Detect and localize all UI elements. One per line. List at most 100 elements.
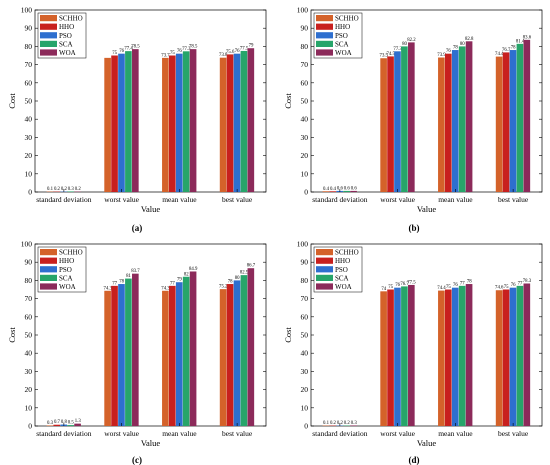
bar-schho — [219, 57, 227, 193]
legend-swatch-pso — [40, 266, 57, 273]
data-label: 80 — [235, 276, 240, 281]
y-tick-label: 30 — [25, 367, 33, 376]
bar-schho — [380, 58, 387, 193]
x-category-label: standard deviation — [36, 195, 91, 204]
legend-label: HHO — [59, 23, 74, 31]
panel-caption: (a) — [132, 223, 143, 233]
x-category-label: standard deviation — [312, 429, 367, 438]
bar-schho — [438, 57, 445, 192]
bar-sca — [401, 46, 408, 193]
x-category-label: worst value — [104, 195, 139, 204]
y-axis-title: Cost — [283, 327, 293, 343]
y-axis-title: Cost — [7, 327, 17, 343]
bar-hho — [387, 56, 394, 192]
y-tick-label: 100 — [21, 240, 33, 249]
bar-pso — [175, 282, 183, 426]
legend-swatch-woa — [40, 283, 57, 290]
bar-pso — [451, 287, 459, 426]
data-label: 78 — [453, 46, 458, 51]
bar-sca — [125, 278, 132, 426]
y-tick-label: 70 — [25, 60, 33, 69]
y-tick-label: 20 — [301, 385, 309, 394]
y-tick-label: 70 — [25, 294, 33, 303]
data-label: 82.2 — [407, 38, 416, 43]
data-label: 76 — [119, 49, 124, 54]
y-tick-label: 10 — [25, 169, 33, 178]
bar-woa — [350, 425, 357, 426]
y-tick-label: 90 — [25, 24, 33, 33]
y-tick-label: 100 — [21, 6, 33, 15]
legend-swatch-hho — [40, 23, 57, 30]
x-category-label: standard deviation — [36, 429, 91, 438]
bar-schho — [495, 290, 503, 426]
data-label: 0.3 — [351, 421, 358, 426]
legend-swatch-woa — [316, 49, 333, 56]
data-label: 83.7 — [131, 269, 140, 274]
y-tick-label: 60 — [301, 78, 309, 87]
data-label: 73.5 — [380, 54, 389, 59]
x-category-label: best value — [222, 195, 253, 204]
bar-schho — [104, 290, 111, 426]
bar-sca — [240, 275, 248, 426]
y-tick-label: 50 — [301, 331, 309, 340]
chart-panel-3: 0 10 20 30 40 50 60 70 80 90 100 0.3 0.7 0.8 0.5 1.3 sta… — [7, 240, 267, 465]
x-axis-title: Value — [417, 438, 437, 448]
bar-sca — [401, 286, 408, 426]
data-label: 77.3 — [182, 47, 191, 52]
data-label: 0.3 — [68, 187, 75, 192]
y-tick-label: 20 — [301, 151, 309, 160]
legend-swatch-hho — [40, 257, 57, 264]
data-label: 84.9 — [189, 267, 198, 272]
legend-label: SCHHO — [59, 249, 83, 257]
y-tick-label: 30 — [301, 133, 309, 142]
legend-label: PSO — [335, 266, 348, 274]
bar-schho — [46, 425, 54, 426]
data-label: 79 — [177, 278, 182, 283]
data-label: 78.3 — [523, 279, 532, 284]
legend-label: WOA — [335, 283, 352, 291]
y-tick-label: 30 — [301, 367, 309, 376]
data-label: 74 — [381, 287, 386, 292]
data-label: 74.3 — [104, 286, 113, 291]
y-tick-label: 60 — [301, 312, 309, 321]
bar-schho — [219, 289, 227, 426]
y-tick-label: 80 — [301, 276, 309, 285]
bar-hho — [444, 53, 452, 193]
bar-schho — [104, 57, 111, 193]
data-label: 73.8 — [219, 53, 228, 58]
data-label: 76 — [235, 49, 240, 54]
bar-pso — [509, 287, 517, 426]
bar-schho — [162, 290, 169, 426]
data-label: 78 — [467, 280, 472, 285]
data-label: 0.4 — [330, 187, 337, 192]
y-tick-label: 80 — [25, 276, 33, 285]
bar-woa — [74, 423, 81, 426]
data-label: 77.4 — [124, 47, 133, 52]
legend-swatch-schho — [40, 249, 57, 256]
data-label: 75.2 — [219, 285, 228, 290]
legend-label: WOA — [335, 49, 352, 57]
data-label: 75 — [170, 51, 175, 56]
bar-woa — [465, 284, 473, 426]
y-tick-label: 0 — [304, 422, 308, 431]
data-label: 82 — [184, 272, 189, 277]
bar-pso — [175, 53, 183, 193]
bar-pso — [394, 287, 401, 426]
y-tick-label: 20 — [25, 385, 33, 394]
legend-label: WOA — [59, 49, 76, 57]
bar-woa — [132, 49, 139, 192]
bar-schho — [438, 290, 445, 426]
data-label: 81.4 — [516, 39, 525, 44]
bar-schho — [162, 57, 169, 193]
y-tick-label: 10 — [301, 403, 309, 412]
bar-sca — [182, 51, 190, 193]
bar-woa — [247, 48, 255, 192]
bar-woa — [247, 268, 255, 426]
x-axis-title: Value — [417, 204, 437, 214]
y-tick-label: 80 — [25, 42, 33, 51]
legend-label: PSO — [59, 32, 72, 40]
legend-label: SCA — [59, 40, 73, 48]
